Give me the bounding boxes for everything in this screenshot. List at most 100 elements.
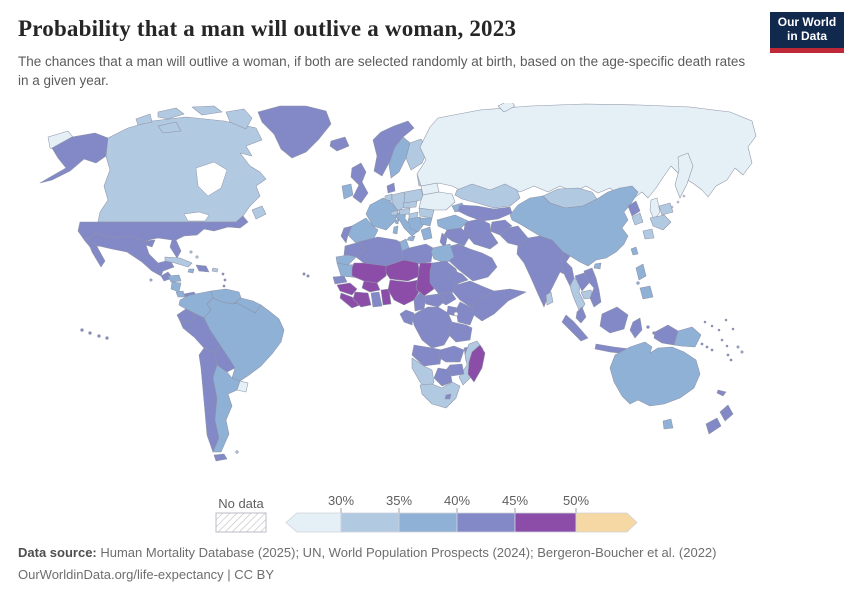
country-vanuatu[interactable] [729, 358, 733, 362]
country-bahamas[interactable] [189, 250, 193, 254]
country-vanuatu[interactable] [726, 353, 730, 357]
country-lesser-antilles[interactable] [221, 272, 225, 276]
country-sri-lanka[interactable] [545, 291, 554, 306]
country-italy[interactable] [395, 210, 418, 237]
country-libya[interactable] [400, 243, 434, 265]
country-kuril-islands[interactable] [676, 200, 680, 204]
country-switzerland[interactable] [390, 209, 399, 216]
country-cape-verde[interactable] [302, 272, 306, 276]
country-portugal[interactable] [340, 225, 353, 244]
country-eritrea[interactable] [448, 269, 469, 285]
country-honduras[interactable] [167, 274, 182, 283]
owid-link-line[interactable]: OurWorldinData.org/life-expectancy | CC … [18, 567, 275, 582]
legend-band-30-35[interactable] [340, 512, 400, 533]
country-senegal[interactable] [332, 275, 348, 285]
country-france[interactable] [365, 197, 399, 231]
country-netherlands[interactable] [384, 193, 393, 202]
country-lesser-antilles[interactable] [222, 284, 226, 288]
country-pacific-islands[interactable] [710, 324, 714, 328]
country-arctic-island[interactable] [135, 113, 153, 126]
country-greenland[interactable] [257, 105, 332, 159]
country-argentina[interactable] [212, 364, 241, 453]
country-canada[interactable] [97, 116, 267, 223]
country-baffin-island[interactable] [225, 108, 253, 130]
country-japan[interactable] [658, 202, 674, 216]
country-chile[interactable] [198, 347, 220, 453]
legend-band-35-40[interactable] [398, 512, 458, 533]
country-ukraine[interactable] [418, 191, 456, 211]
country-sierra-leone-liberia[interactable] [339, 292, 361, 309]
country-philippines[interactable] [636, 281, 640, 285]
country-turkey[interactable] [436, 214, 469, 231]
country-niger[interactable] [385, 259, 421, 282]
country-new-caledonia[interactable] [716, 389, 727, 397]
country-sakhalin[interactable] [649, 197, 661, 221]
country-pacific-islands[interactable] [725, 344, 729, 348]
country-north-korea[interactable] [627, 200, 641, 217]
no-data-swatch[interactable] [215, 512, 267, 533]
country-french-polynesia[interactable] [105, 336, 109, 340]
country-lesotho[interactable] [444, 393, 452, 400]
country-sicily[interactable] [406, 235, 416, 242]
country-japan[interactable] [649, 214, 672, 231]
country-new-zealand[interactable] [705, 417, 722, 435]
country-togo-benin[interactable] [380, 288, 392, 306]
country-arctic-island[interactable] [157, 107, 185, 120]
country-gabon-congo[interactable] [399, 309, 415, 326]
country-south-africa[interactable] [419, 381, 461, 409]
country-algeria[interactable] [355, 236, 405, 267]
country-ireland[interactable] [341, 183, 354, 200]
country-kuril-islands[interactable] [682, 194, 686, 198]
country-greece[interactable] [420, 226, 433, 241]
country-madagascar[interactable] [467, 344, 486, 383]
country-bulgaria[interactable] [419, 217, 433, 227]
country-sulawesi[interactable] [629, 317, 643, 339]
country-new-zealand[interactable] [719, 404, 734, 422]
country-denmark[interactable] [386, 182, 396, 194]
country-sweden[interactable] [388, 136, 411, 179]
country-japan[interactable] [642, 228, 655, 240]
country-sumatra[interactable] [561, 314, 589, 342]
country-india[interactable] [516, 235, 573, 308]
country-australia[interactable] [609, 341, 701, 407]
country-pacific-islands[interactable] [724, 318, 728, 322]
country-sardinia[interactable] [392, 225, 399, 235]
country-western-sahara[interactable] [335, 254, 357, 266]
country-kenya[interactable] [455, 301, 475, 326]
country-tierra-del-fuego[interactable] [213, 453, 228, 462]
legend-band-40-45[interactable] [456, 512, 516, 533]
country-kamchatka[interactable] [674, 152, 694, 199]
country-nicaragua[interactable] [170, 281, 182, 293]
country-central-african-republic[interactable] [423, 293, 447, 308]
country-iceland[interactable] [329, 136, 350, 152]
country-french-polynesia[interactable] [88, 331, 92, 335]
country-mali[interactable] [351, 262, 389, 284]
legend-band-over-50[interactable] [575, 512, 638, 533]
country-falkland-islands[interactable] [235, 450, 239, 454]
country-belize[interactable] [149, 278, 153, 282]
country-puerto-rico[interactable] [211, 267, 219, 273]
country-zambia[interactable] [437, 345, 465, 363]
country-south-korea[interactable] [631, 212, 644, 226]
country-solomon-islands[interactable] [710, 348, 714, 352]
country-hainan[interactable] [593, 262, 602, 270]
country-tasmania[interactable] [662, 418, 674, 430]
country-alaska[interactable] [39, 132, 109, 184]
country-newfoundland[interactable] [251, 205, 267, 220]
country-central-asia[interactable] [457, 204, 513, 222]
country-solomon-islands[interactable] [705, 345, 709, 349]
country-malaysia[interactable] [575, 306, 587, 324]
country-arctic-island[interactable] [191, 105, 223, 116]
country-novaya-zemlya[interactable] [497, 103, 516, 113]
country-jamaica[interactable] [187, 268, 195, 274]
country-tanzania[interactable] [447, 321, 473, 343]
country-victoria-island[interactable] [157, 121, 182, 134]
country-cuba[interactable] [164, 256, 193, 268]
country-cote-divoire[interactable] [352, 291, 372, 308]
country-french-polynesia[interactable] [97, 334, 101, 338]
country-bahamas[interactable] [195, 255, 199, 259]
country-burkina-faso[interactable] [361, 280, 381, 293]
country-germany[interactable] [391, 191, 408, 212]
country-moluccas[interactable] [646, 325, 650, 329]
country-pacific-islands[interactable] [703, 320, 707, 324]
